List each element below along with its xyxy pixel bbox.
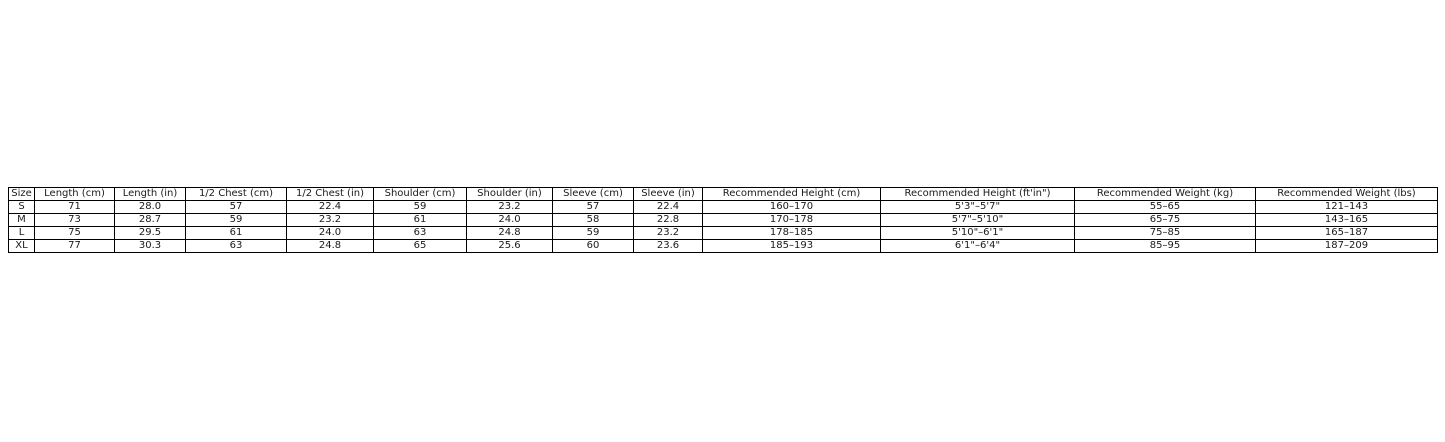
table-cell: 23.2	[466, 200, 553, 214]
table-cell: S	[8, 200, 35, 214]
table-cell: 57	[552, 200, 634, 214]
table-cell: 59	[185, 213, 287, 227]
table-cell: 25.6	[466, 239, 553, 253]
size-chart-table: Size Length (cm) Length (in) 1/2 Chest (…	[8, 187, 1438, 253]
table-cell: XL	[8, 239, 35, 253]
column-header-shoulder-cm: Shoulder (cm)	[373, 187, 467, 201]
column-header-half-chest-in: 1/2 Chest (in)	[286, 187, 374, 201]
table-cell: 73	[34, 213, 115, 227]
table-cell: 65	[373, 239, 467, 253]
column-header-rec-height-cm: Recommended Height (cm)	[702, 187, 881, 201]
table-cell: 65–75	[1074, 213, 1256, 227]
table-cell: 63	[373, 226, 467, 240]
table-cell: 23.2	[633, 226, 703, 240]
table-cell: 59	[373, 200, 467, 214]
table-cell: 22.8	[633, 213, 703, 227]
column-header-rec-weight-lbs: Recommended Weight (lbs)	[1255, 187, 1438, 201]
column-header-length-cm: Length (cm)	[34, 187, 115, 201]
table-row-m: M 73 28.7 59 23.2 61 24.0 58 22.8 170–17…	[8, 213, 1438, 227]
table-cell: 170–178	[702, 213, 881, 227]
table-cell: 63	[185, 239, 287, 253]
table-cell: 6'1"–6'4"	[880, 239, 1075, 253]
table-cell: L	[8, 226, 35, 240]
table-cell: 71	[34, 200, 115, 214]
table-cell: 60	[552, 239, 634, 253]
table-cell: 23.2	[286, 213, 374, 227]
table-cell: 30.3	[114, 239, 186, 253]
table-row-xl: XL 77 30.3 63 24.8 65 25.6 60 23.6 185–1…	[8, 239, 1438, 253]
table-cell: 5'3"–5'7"	[880, 200, 1075, 214]
table-cell: 61	[373, 213, 467, 227]
table-cell: 143–165	[1255, 213, 1438, 227]
table-cell: 160–170	[702, 200, 881, 214]
table-cell: 85–95	[1074, 239, 1256, 253]
column-header-sleeve-in: Sleeve (in)	[633, 187, 703, 201]
table-cell: 187–209	[1255, 239, 1438, 253]
column-header-half-chest-cm: 1/2 Chest (cm)	[185, 187, 287, 201]
table-row-l: L 75 29.5 61 24.0 63 24.8 59 23.2 178–18…	[8, 226, 1438, 240]
table-cell: 29.5	[114, 226, 186, 240]
table-cell: 57	[185, 200, 287, 214]
table-cell: 61	[185, 226, 287, 240]
table-cell: 22.4	[633, 200, 703, 214]
table-cell: 75–85	[1074, 226, 1256, 240]
column-header-rec-weight-kg: Recommended Weight (kg)	[1074, 187, 1256, 201]
table-cell: 77	[34, 239, 115, 253]
table-cell: 24.0	[466, 213, 553, 227]
table-cell: 58	[552, 213, 634, 227]
table-cell: 59	[552, 226, 634, 240]
table-cell: 185–193	[702, 239, 881, 253]
table-cell: 28.0	[114, 200, 186, 214]
table-cell: 5'7"–5'10"	[880, 213, 1075, 227]
table-cell: 55–65	[1074, 200, 1256, 214]
table-cell: 121–143	[1255, 200, 1438, 214]
column-header-length-in: Length (in)	[114, 187, 186, 201]
column-header-rec-height-ftin: Recommended Height (ft'in")	[880, 187, 1075, 201]
table-cell: 24.0	[286, 226, 374, 240]
table-cell: 5'10"–6'1"	[880, 226, 1075, 240]
table-cell: 165–187	[1255, 226, 1438, 240]
table-cell: 24.8	[466, 226, 553, 240]
table-row-s: S 71 28.0 57 22.4 59 23.2 57 22.4 160–17…	[8, 200, 1438, 214]
table-cell: 28.7	[114, 213, 186, 227]
table-cell: 23.6	[633, 239, 703, 253]
table-cell: 22.4	[286, 200, 374, 214]
table-cell: 178–185	[702, 226, 881, 240]
table-cell: M	[8, 213, 35, 227]
header-row: Size Length (cm) Length (in) 1/2 Chest (…	[8, 187, 1438, 201]
table-cell: 75	[34, 226, 115, 240]
column-header-size: Size	[8, 187, 35, 201]
table-cell: 24.8	[286, 239, 374, 253]
column-header-shoulder-in: Shoulder (in)	[466, 187, 553, 201]
column-header-sleeve-cm: Sleeve (cm)	[552, 187, 634, 201]
